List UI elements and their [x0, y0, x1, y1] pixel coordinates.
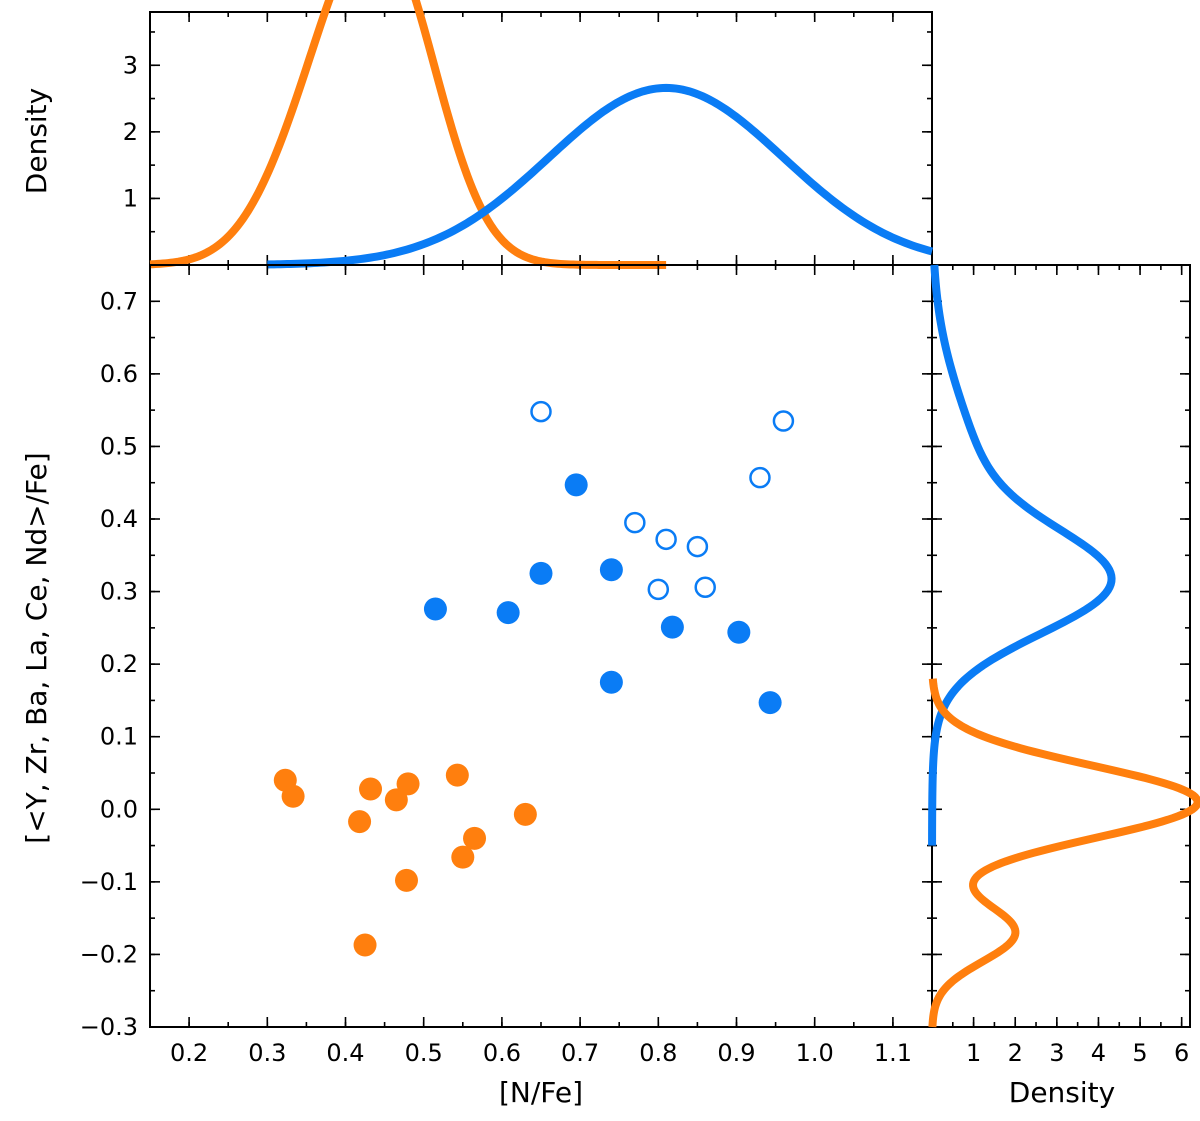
x-tick-label: 0.5 [405, 1039, 443, 1067]
y-tick-label: 0.3 [100, 578, 138, 606]
x-tick-label: 0.3 [248, 1039, 286, 1067]
y-tick-label: −0.3 [80, 1013, 138, 1041]
orange-filled-point [451, 845, 475, 869]
blue-filled-point [599, 670, 623, 694]
blue-filled-point [529, 561, 553, 585]
y-axis-label: [<Y, Zr, Ba, La, Ce, Nd>/Fe] [20, 452, 53, 843]
orange-filled-point [353, 933, 377, 957]
right-x-tick-label: 6 [1174, 1039, 1189, 1067]
right-density-curve-blue [928, 264, 1116, 846]
orange-filled-point [463, 826, 487, 850]
right-density-curve-orange [928, 678, 1200, 1028]
right-x-tick-label: 2 [1008, 1039, 1023, 1067]
blue-open-point [686, 535, 709, 558]
blue-open-point [772, 410, 795, 432]
orange-filled-point [281, 784, 305, 808]
y-tick-label: 0.1 [100, 723, 138, 751]
orange-filled-point [348, 810, 372, 834]
x-tick-label: 1.0 [796, 1039, 834, 1067]
orange-filled-point [384, 788, 408, 812]
right-x-tick-label: 4 [1091, 1039, 1106, 1067]
orange-filled-point [359, 777, 383, 801]
y-tick-label: 0.4 [100, 505, 138, 533]
blue-filled-point [660, 615, 684, 639]
y-tick-label: 0.5 [100, 432, 138, 460]
x-tick-label: 0.9 [717, 1039, 755, 1067]
orange-filled-point [394, 868, 418, 892]
blue-open-point [624, 511, 646, 534]
y-tick-label: 0.7 [100, 287, 138, 315]
top-y-tick-label: 1 [123, 184, 138, 212]
y-tick-label: 0.0 [100, 795, 138, 823]
top-density-ylabel: Density [20, 88, 53, 194]
blue-filled-point [727, 620, 751, 644]
right-x-tick-label: 5 [1132, 1039, 1147, 1067]
top-density-curve-blue [267, 83, 934, 269]
x-tick-label: 0.2 [170, 1039, 208, 1067]
y-tick-label: −0.1 [80, 868, 138, 896]
blue-open-point [530, 400, 552, 423]
orange-filled-point [445, 763, 469, 787]
right-density-xlabel: Density [1009, 1076, 1115, 1109]
blue-open-point [749, 466, 771, 489]
blue-filled-point [599, 558, 623, 582]
right-x-tick-label: 1 [966, 1039, 981, 1067]
y-tick-label: 0.6 [100, 360, 138, 388]
x-tick-label: 0.4 [326, 1039, 364, 1067]
top-density-frame [149, 11, 933, 266]
x-tick-label: 0.6 [483, 1039, 521, 1067]
blue-open-point [694, 576, 716, 598]
blue-open-point [655, 528, 677, 551]
right-x-tick-label: 3 [1049, 1039, 1064, 1067]
scatter-panel: 0.2 0.3 0.4 0.5 0.6 0.7 0.8 0.9 1.0 1.1 −0.3 −0.2 −0… [80, 264, 933, 1067]
x-tick-label: 1.1 [874, 1039, 912, 1067]
blue-open-point [647, 578, 670, 601]
blue-filled-point [496, 601, 520, 625]
x-tick-label: 0.7 [561, 1039, 599, 1067]
x-axis-label: [N/Fe] [499, 1076, 583, 1109]
top-y-tick-label: 3 [123, 51, 138, 79]
x-tick-label: 0.8 [639, 1039, 677, 1067]
y-tick-label: 0.2 [100, 650, 138, 678]
blue-filled-point [758, 691, 782, 715]
top-y-tick-label: 2 [123, 118, 138, 146]
blue-filled-point [423, 597, 447, 621]
y-tick-label: −0.2 [80, 940, 138, 968]
scatter-frame [149, 264, 933, 1028]
top-density-curve-orange [149, 0, 667, 269]
orange-filled-point [513, 802, 537, 826]
orange-filled-point [396, 772, 420, 796]
right-density-frame [931, 264, 1191, 1028]
blue-filled-point [564, 473, 588, 497]
top-density-panel: 1 2 3 [123, 0, 934, 269]
